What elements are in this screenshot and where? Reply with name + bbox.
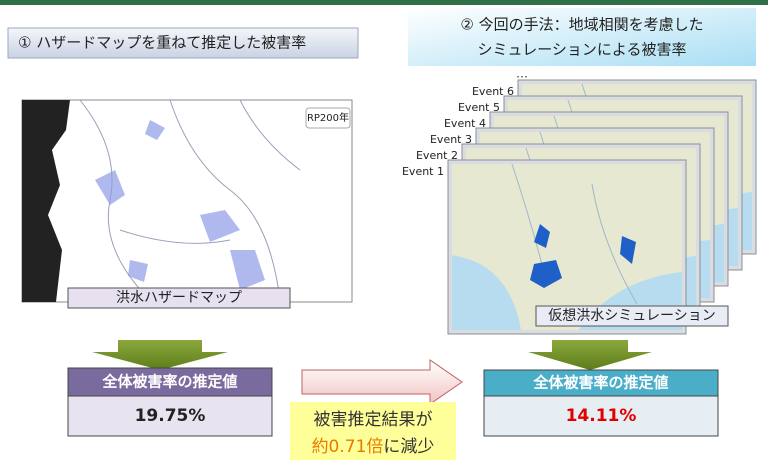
comparison-highlight: 約0.71倍: [312, 437, 384, 457]
comparison-line: 約0.71倍に減少: [312, 437, 435, 457]
right-arrow: [302, 360, 462, 404]
event-label: Event 1: [402, 165, 444, 178]
right-result-header: 全体被害率の推定値: [532, 374, 668, 392]
hazard-map: RP200年: [22, 100, 352, 302]
top-band: [0, 0, 768, 5]
down-arrow: [92, 340, 228, 370]
comparison-rest: に減少: [383, 437, 434, 457]
left-result-header: 全体被害率の推定値: [101, 373, 237, 391]
left-title: ① ハザードマップを重ねて推定した被害率: [18, 34, 306, 52]
right-caption: 仮想洪水シミュレーション: [548, 308, 715, 324]
down-arrow: [528, 340, 652, 370]
left-result-value: 19.75%: [135, 406, 206, 426]
comparison-line: 被害推定結果が: [314, 410, 433, 430]
left-caption: 洪水ハザードマップ: [116, 290, 242, 306]
page: ① ハザードマップを重ねて推定した被害率 ② 今回の手法：地域相関を考慮した シ…: [0, 0, 768, 464]
right-result-value: 14.11%: [566, 406, 637, 426]
right-title-line: シミュレーションによる被害率: [478, 41, 687, 59]
right-title-line: ② 今回の手法：地域相関を考慮した: [460, 16, 703, 34]
more-events: …: [516, 67, 528, 81]
slide: ① ハザードマップを重ねて推定した被害率 ② 今回の手法：地域相関を考慮した シ…: [0, 0, 768, 464]
map-badge: RP200年: [307, 111, 349, 124]
